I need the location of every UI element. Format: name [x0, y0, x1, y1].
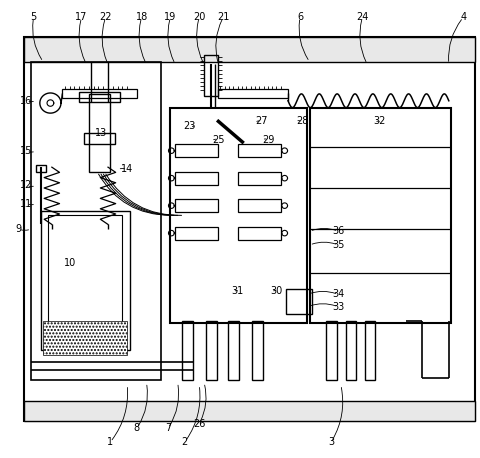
Bar — [24, 37, 475, 62]
Bar — [238, 199, 281, 212]
Bar — [206, 321, 217, 380]
Text: 26: 26 — [193, 419, 205, 429]
Text: 8: 8 — [134, 423, 140, 433]
Bar — [238, 227, 281, 240]
Bar — [252, 321, 263, 380]
Text: 22: 22 — [99, 12, 112, 22]
Text: 21: 21 — [217, 12, 229, 22]
Bar — [175, 199, 218, 212]
Text: 15: 15 — [20, 146, 33, 156]
Text: 31: 31 — [231, 286, 244, 296]
Text: 10: 10 — [63, 258, 76, 268]
Text: 28: 28 — [296, 116, 309, 126]
Text: 12: 12 — [20, 180, 33, 191]
Bar — [36, 165, 46, 172]
Bar — [84, 133, 115, 144]
Text: 5: 5 — [30, 12, 37, 22]
Text: 1: 1 — [108, 437, 113, 447]
Text: 36: 36 — [332, 226, 345, 236]
Bar — [175, 172, 218, 185]
Bar — [365, 321, 375, 380]
Bar — [346, 321, 356, 380]
Bar — [43, 321, 127, 355]
Text: 17: 17 — [75, 12, 88, 22]
Bar — [24, 37, 475, 421]
Text: 20: 20 — [193, 12, 205, 22]
Bar — [238, 144, 281, 157]
Text: 18: 18 — [135, 12, 148, 22]
Text: 35: 35 — [332, 240, 345, 250]
Bar — [228, 321, 239, 380]
Bar — [31, 62, 161, 380]
Bar — [204, 55, 218, 96]
Bar — [41, 211, 130, 350]
Bar — [89, 94, 110, 172]
Text: 4: 4 — [460, 12, 466, 22]
Text: 13: 13 — [95, 128, 107, 138]
Text: 30: 30 — [270, 286, 282, 296]
Bar — [24, 401, 475, 421]
Bar — [326, 321, 337, 380]
Bar — [175, 144, 218, 157]
Text: 34: 34 — [332, 289, 345, 300]
Text: 27: 27 — [255, 116, 268, 126]
Bar — [310, 108, 451, 323]
Text: 2: 2 — [181, 437, 188, 447]
Text: 33: 33 — [332, 302, 345, 312]
Text: 9: 9 — [15, 224, 21, 234]
Text: 19: 19 — [164, 12, 177, 22]
Text: 25: 25 — [212, 135, 225, 145]
Text: 24: 24 — [356, 12, 369, 22]
Text: 16: 16 — [20, 96, 33, 106]
Bar — [79, 92, 120, 102]
Text: 6: 6 — [297, 12, 303, 22]
Bar — [48, 215, 122, 344]
Text: 29: 29 — [263, 135, 275, 145]
Bar — [218, 89, 288, 98]
Text: 3: 3 — [328, 437, 334, 447]
Text: 14: 14 — [121, 164, 133, 174]
Text: 32: 32 — [373, 116, 385, 126]
Bar — [286, 289, 312, 314]
Bar — [170, 108, 307, 323]
Bar — [182, 321, 193, 380]
Text: 23: 23 — [183, 121, 196, 131]
Bar — [175, 227, 218, 240]
Text: 11: 11 — [20, 199, 33, 209]
Bar — [238, 172, 281, 185]
Text: 7: 7 — [165, 423, 171, 433]
Bar — [62, 89, 137, 98]
